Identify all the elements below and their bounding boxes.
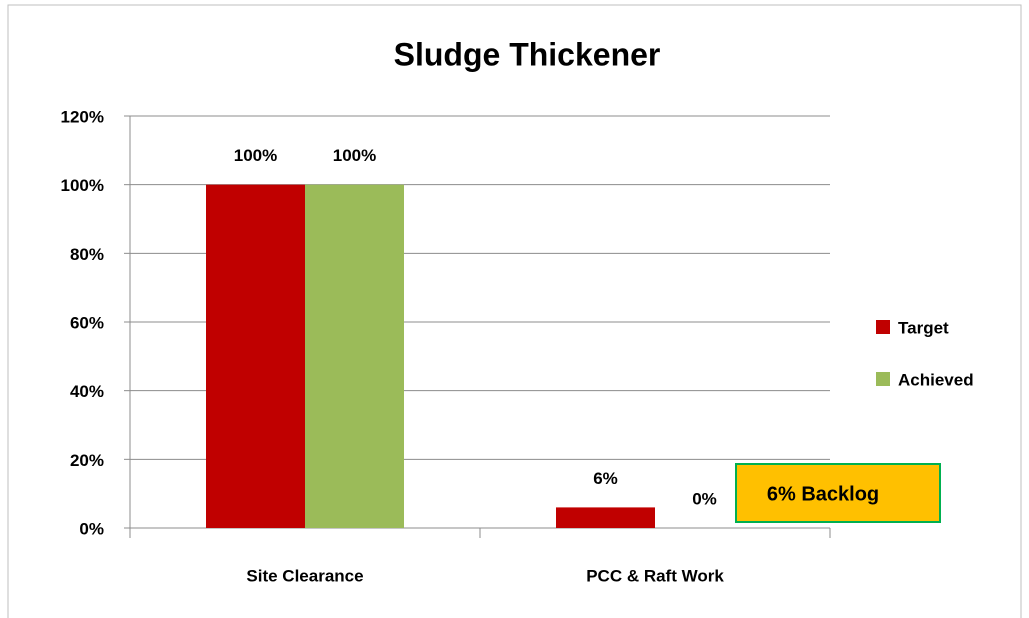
value-label: 6% [593, 469, 618, 488]
legend-label: Target [898, 318, 949, 337]
legend-label: Achieved [898, 370, 974, 389]
bar [556, 507, 655, 528]
chart-title: Sludge Thickener [394, 36, 661, 72]
bar [305, 184, 404, 528]
value-label: 0% [692, 489, 717, 508]
bar [206, 184, 305, 528]
annotation: 6% Backlog [767, 483, 879, 505]
y-tick-label: 120% [61, 107, 104, 126]
y-tick-label: 80% [70, 245, 104, 264]
y-tick-label: 20% [70, 451, 104, 470]
annotation-box [735, 463, 941, 523]
x-tick-label: PCC & Raft Work [586, 566, 724, 585]
legend-swatch [876, 372, 890, 386]
y-tick-label: 60% [70, 313, 104, 332]
value-label: 100% [333, 146, 376, 165]
y-tick-label: 100% [61, 176, 104, 195]
legend-swatch [876, 320, 890, 334]
value-label: 100% [234, 146, 277, 165]
x-tick-label: Site Clearance [246, 566, 363, 585]
chart-border [7, 4, 1022, 618]
y-tick-label: 40% [70, 382, 104, 401]
y-tick-label: 0% [79, 519, 104, 538]
